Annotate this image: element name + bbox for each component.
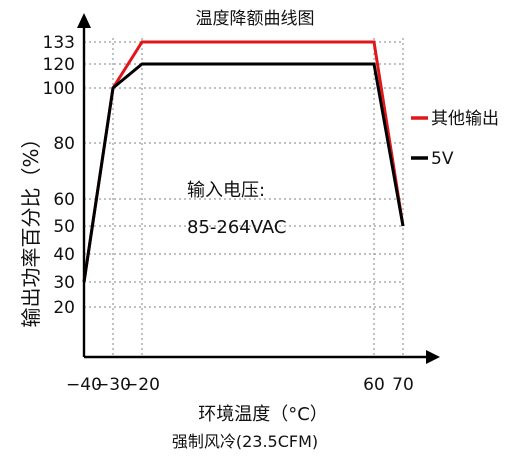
y-tick-label-8: 133 [43,33,75,53]
y-tick-label-6: 100 [43,79,75,99]
y-tick-label-4: 60 [53,190,75,210]
legend-label-1: 5V [431,149,454,169]
annotation-line-2: 85-264VAC [187,217,286,238]
series-line-1 [82,62,405,283]
legend-label-0: 其他输出 [431,109,499,129]
text-layer: 温度降额曲线图 输出功率百分比（%） 环境温度（°C） 强制风冷(23.5CFM… [19,9,328,451]
x-tick-label-1: −30 [95,375,131,395]
x-tick-label-2: −20 [124,375,160,395]
y-tick-label-3: 50 [53,217,75,237]
series-line-0 [82,40,405,283]
footnote: 强制风冷(23.5CFM) [172,432,318,451]
y-tick-label-0: 20 [53,298,75,318]
x-tick-label-0: −40 [66,375,102,395]
x-tick-label-3: 60 [363,375,385,395]
series-layer [82,40,405,283]
x-tick-label-4: 70 [392,375,414,395]
y-tick-label-7: 120 [43,55,75,75]
annotation-line-1: 输入电压: [187,180,265,201]
y-axis-arrow [77,13,91,28]
y-axis-label: 输出功率百分比（%） [19,128,43,327]
x-axis-label: 环境温度（°C） [198,404,328,425]
x-axis-arrow [426,350,440,364]
y-tick-label-1: 30 [53,273,75,293]
chart-title: 温度降额曲线图 [196,9,315,29]
legend: 其他输出 5V [411,109,499,169]
y-tick-label-2: 40 [53,245,75,265]
y-tick-label-5: 80 [53,134,75,154]
